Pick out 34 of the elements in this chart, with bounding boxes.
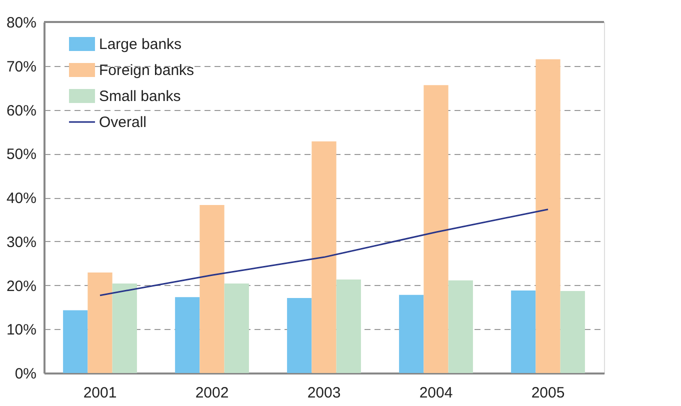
x-tick-label: 2003 [307,384,341,402]
bar [560,290,585,373]
bar [200,204,224,373]
legend-label: Large banks [99,36,182,53]
y-tick-label: 60% [6,102,36,120]
x-tick-label: 2001 [83,384,117,402]
y-tick-label: 10% [6,322,36,339]
bar [63,310,88,373]
x-tick-label: 2005 [531,384,565,402]
y-tick-label: 40% [6,190,36,207]
legend-label: Small banks [99,88,181,105]
x-tick-label: 2002 [195,384,229,402]
y-tick-label: 0% [14,366,36,382]
bar [448,280,473,373]
bar [336,280,361,373]
y-tick-label: 50% [6,146,36,164]
y-tick-label: 30% [6,234,36,251]
bar [224,283,249,373]
y-tick-label: 20% [6,278,36,295]
bar [88,272,112,373]
bar [175,297,200,373]
bar [511,290,536,373]
x-tick-label: 2004 [419,384,453,402]
y-tick-label: 80% [6,14,36,32]
legend-label: Overall [99,114,147,131]
line-series [99,208,549,296]
bar [287,298,312,373]
bar [536,59,560,373]
bar [424,85,448,373]
legend-label: Foreign banks [99,62,194,79]
bar [112,283,137,373]
y-tick-label: 70% [6,58,36,76]
bar [399,294,424,373]
bar [312,141,336,373]
